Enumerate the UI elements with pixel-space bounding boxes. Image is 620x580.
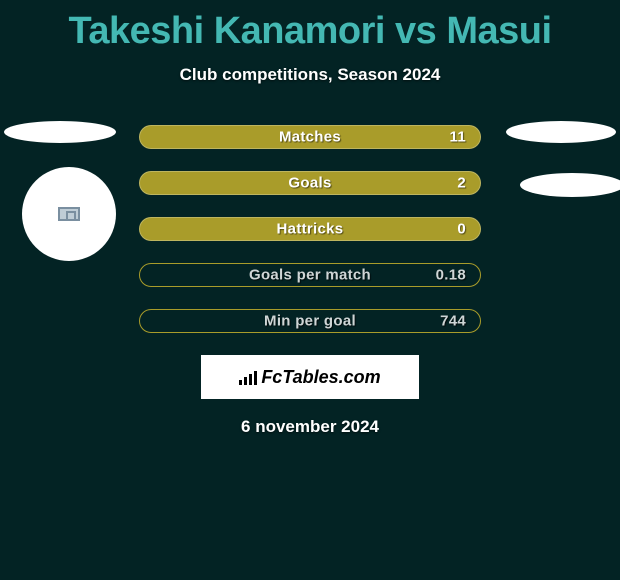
stat-value: 2: [457, 175, 466, 192]
stat-label: Goals: [288, 175, 331, 192]
source-logo-label: FcTables.com: [261, 367, 380, 388]
page-title: Takeshi Kanamori vs Masui: [0, 0, 620, 53]
stat-bar-goals-per-match: Goals per match 0.18: [139, 263, 481, 287]
stat-label: Matches: [279, 129, 341, 146]
source-logo-text: FcTables.com: [239, 367, 380, 388]
page-subtitle: Club competitions, Season 2024: [0, 65, 620, 85]
stat-bar-matches: Matches 11: [139, 125, 481, 149]
stat-bar-hattricks: Hattricks 0: [139, 217, 481, 241]
comparison-content: Matches 11 Goals 2 Hattricks 0 Goals per…: [0, 125, 620, 437]
stat-bar-min-per-goal: Min per goal 744: [139, 309, 481, 333]
stat-label: Goals per match: [249, 267, 371, 284]
avatar-placeholder-right-top: [506, 121, 616, 143]
stat-value: 744: [440, 313, 466, 330]
stat-value: 0.18: [436, 267, 466, 284]
stat-bars: Matches 11 Goals 2 Hattricks 0 Goals per…: [139, 125, 481, 333]
placeholder-icon: [58, 207, 80, 221]
club-logo-placeholder: [22, 167, 116, 261]
avatar-placeholder-right-mid: [520, 173, 620, 197]
stat-label: Min per goal: [264, 313, 356, 330]
report-date: 6 november 2024: [0, 417, 620, 437]
stat-bar-goals: Goals 2: [139, 171, 481, 195]
stat-value: 0: [457, 221, 466, 238]
source-logo[interactable]: FcTables.com: [201, 355, 419, 399]
avatar-placeholder-left-top: [4, 121, 116, 143]
stat-label: Hattricks: [277, 221, 344, 238]
bars-icon: [239, 369, 257, 385]
stat-value: 11: [450, 129, 466, 146]
